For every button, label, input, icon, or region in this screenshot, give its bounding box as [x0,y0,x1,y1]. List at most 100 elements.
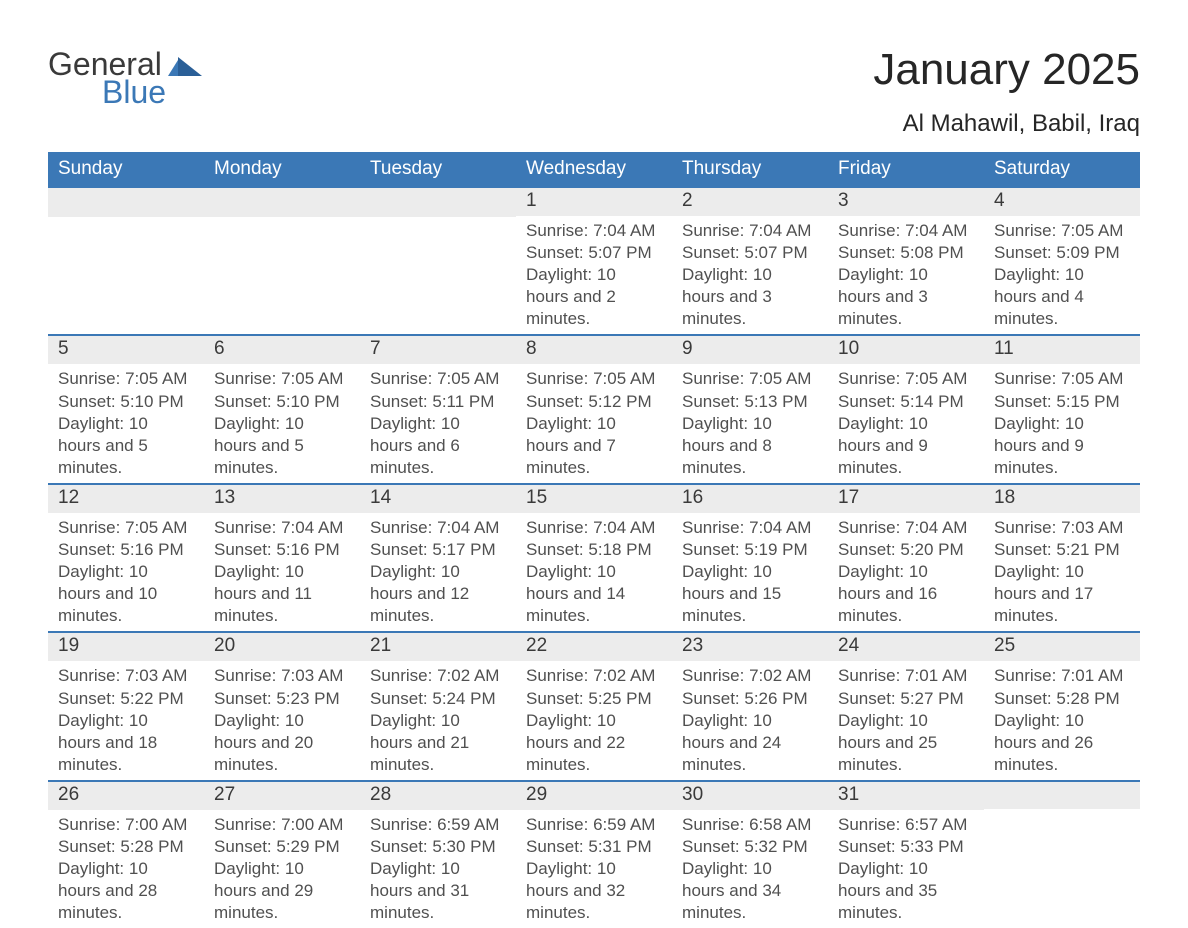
location-text: Al Mahawil, Babil, Iraq [873,110,1140,138]
daylight-text: Daylight: 10 hours and 21 minutes. [370,710,506,776]
day-number: 31 [828,780,984,810]
calendar-body: 1Sunrise: 7:04 AMSunset: 5:07 PMDaylight… [48,188,1140,928]
day-body: Sunrise: 7:01 AMSunset: 5:27 PMDaylight:… [828,661,984,779]
day-number: 17 [828,483,984,513]
daylight-text: Daylight: 10 hours and 9 minutes. [838,413,974,479]
daylight-text: Daylight: 10 hours and 9 minutes. [994,413,1130,479]
sunrise-text: Sunrise: 7:05 AM [526,368,662,390]
calendar-cell: 7Sunrise: 7:05 AMSunset: 5:11 PMDaylight… [360,334,516,482]
calendar-cell: 25Sunrise: 7:01 AMSunset: 5:28 PMDayligh… [984,631,1140,779]
sunrise-text: Sunrise: 7:00 AM [214,814,350,836]
sunset-text: Sunset: 5:11 PM [370,391,506,413]
sunset-text: Sunset: 5:26 PM [682,688,818,710]
day-body: Sunrise: 7:05 AMSunset: 5:11 PMDaylight:… [360,364,516,482]
daylight-text: Daylight: 10 hours and 4 minutes. [994,264,1130,330]
sunset-text: Sunset: 5:16 PM [58,539,194,561]
sunset-text: Sunset: 5:29 PM [214,836,350,858]
calendar-cell: 10Sunrise: 7:05 AMSunset: 5:14 PMDayligh… [828,334,984,482]
day-number: 5 [48,334,204,364]
sunrise-text: Sunrise: 7:03 AM [994,517,1130,539]
sunrise-text: Sunrise: 7:02 AM [370,665,506,687]
day-number: 19 [48,631,204,661]
daylight-text: Daylight: 10 hours and 16 minutes. [838,561,974,627]
daylight-text: Daylight: 10 hours and 34 minutes. [682,858,818,924]
calendar-week-row: 12 Sunrise: 7:05 AMSunset: 5:16 PM Dayligh… [48,483,1140,631]
daylight-text: Daylight: 10 hours and 2 minutes. [526,264,662,330]
daylight-text: Daylight: 10 hours and 5 minutes. [214,413,350,479]
daylight-text: Daylight: 10 hours and 35 minutes. [838,858,974,924]
daylight-text: Daylight: 10 hours and 6 minutes. [370,413,506,479]
sunset-text: Sunset: 5:23 PM [214,688,350,710]
day-number: 8 [516,334,672,364]
sunrise-text: Sunrise: 7:05 AM [58,517,194,539]
day-number: 1 [516,188,672,216]
sunset-text: Sunset: 5:28 PM [58,836,194,858]
sunset-text: Sunset: 5:10 PM [58,391,194,413]
calendar-cell: 16Sunrise: 7:04 AMSunset: 5:19 PMDayligh… [672,483,828,631]
weekday-header: Monday [204,152,360,188]
calendar-cell: 31Sunrise: 6:57 AMSunset: 5:33 PMDayligh… [828,780,984,928]
sunset-text: Sunset: 5:27 PM [838,688,974,710]
day-body: Sunrise: 7:04 AMSunset: 5:16 PMDaylight:… [204,513,360,631]
day-body: Sunrise: 7:02 AMSunset: 5:25 PMDaylight:… [516,661,672,779]
day-number: 11 [984,334,1140,364]
sunrise-text: Sunrise: 7:03 AM [58,665,194,687]
calendar-week-row: 19Sunrise: 7:03 AMSunset: 5:22 PMDayligh… [48,631,1140,779]
day-number: 26 [48,780,204,810]
sunset-text: Sunset: 5:30 PM [370,836,506,858]
sunset-text: Sunset: 5:33 PM [838,836,974,858]
day-body: Sunrise: 6:58 AMSunset: 5:32 PMDaylight:… [672,810,828,928]
daylight-text: Daylight: 10 hours and 7 minutes. [526,413,662,479]
day-body: Sunrise: 7:03 AMSunset: 5:22 PMDaylight:… [48,661,204,779]
page-title: January 2025 [873,48,1140,92]
calendar-sheet: General Blue January 2025 Al Mahawil, Ba… [0,0,1188,918]
day-number: 13 [204,483,360,513]
daylight-text: Daylight: 10 hours and 3 minutes. [682,264,818,330]
brand-flag-icon [166,54,206,84]
day-number: 25 [984,631,1140,661]
day-number: 12 [48,483,204,513]
sunset-text: Sunset: 5:25 PM [526,688,662,710]
day-number: 9 [672,334,828,364]
calendar-cell: 23Sunrise: 7:02 AMSunset: 5:26 PMDayligh… [672,631,828,779]
weekday-header: Tuesday [360,152,516,188]
sunset-text: Sunset: 5:31 PM [526,836,662,858]
day-body: Sunrise: 7:05 AMSunset: 5:14 PMDaylight:… [828,364,984,482]
calendar-cell: 14Sunrise: 7:04 AMSunset: 5:17 PMDayligh… [360,483,516,631]
sunrise-text: Sunrise: 7:05 AM [838,368,974,390]
calendar-cell: 26Sunrise: 7:00 AMSunset: 5:28 PMDayligh… [48,780,204,928]
day-body: Sunrise: 7:03 AMSunset: 5:23 PMDaylight:… [204,661,360,779]
calendar-week-row: 5Sunrise: 7:05 AMSunset: 5:10 PMDaylight… [48,334,1140,482]
weekday-header: Thursday [672,152,828,188]
daylight-text: Daylight: 10 hours and 32 minutes. [526,858,662,924]
daylight-text: Daylight: 10 hours and 29 minutes. [214,858,350,924]
day-body: Sunrise: 7:04 AMSunset: 5:19 PMDaylight:… [672,513,828,631]
daylight-text: Daylight: 10 hours and 24 minutes. [682,710,818,776]
day-body: Sunrise: 7:05 AMSunset: 5:09 PMDaylight:… [984,216,1140,334]
brand-word2: Blue [102,76,166,108]
sunset-text: Sunset: 5:14 PM [838,391,974,413]
day-body: Sunrise: 7:04 AMSunset: 5:07 PMDaylight:… [516,216,672,334]
sunset-text: Sunset: 5:24 PM [370,688,506,710]
daylight-text: Daylight: 10 hours and 31 minutes. [370,858,506,924]
day-body: Sunrise: 7:00 AMSunset: 5:29 PMDaylight:… [204,810,360,928]
calendar-cell: 29Sunrise: 6:59 AMSunset: 5:31 PMDayligh… [516,780,672,928]
day-number-blank [204,188,360,217]
sunset-text: Sunset: 5:12 PM [526,391,662,413]
day-number: 10 [828,334,984,364]
day-body: Sunrise: 7:05 AMSunset: 5:10 PMDaylight:… [48,364,204,482]
sunset-text: Sunset: 5:32 PM [682,836,818,858]
daylight-text: Daylight: 10 hours and 3 minutes. [838,264,974,330]
day-number: 21 [360,631,516,661]
day-body: Sunrise: 7:01 AMSunset: 5:28 PMDaylight:… [984,661,1140,779]
day-number: 27 [204,780,360,810]
sunrise-text: Sunrise: 7:05 AM [682,368,818,390]
weekday-header: Sunday [48,152,204,188]
day-number: 29 [516,780,672,810]
sunset-text: Sunset: 5:20 PM [838,539,974,561]
calendar-week-row: 1Sunrise: 7:04 AMSunset: 5:07 PMDaylight… [48,188,1140,334]
calendar-cell: 18Sunrise: 7:03 AMSunset: 5:21 PMDayligh… [984,483,1140,631]
day-body: Sunrise: 7:05 AMSunset: 5:12 PMDaylight:… [516,364,672,482]
weekday-header: Friday [828,152,984,188]
calendar-cell: 17Sunrise: 7:04 AMSunset: 5:20 PMDayligh… [828,483,984,631]
